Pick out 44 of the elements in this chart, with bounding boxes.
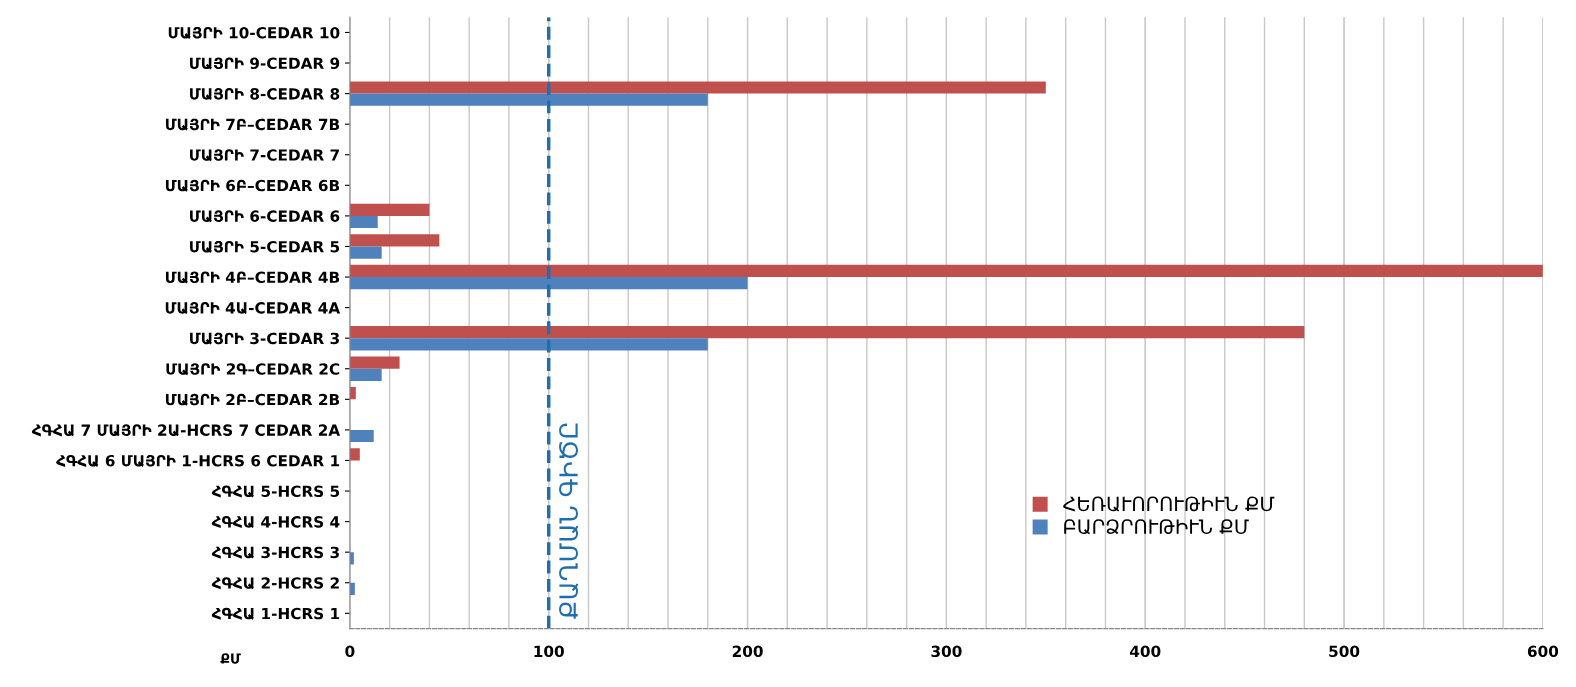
- y-tick-label: ՄԱՅՐԻ 8-CEDAR 8: [190, 88, 340, 100]
- y-tick-label: ՀԳՀԱ 1-HCRS 1: [211, 607, 340, 620]
- y-tick-label: ՀԳՀԱ 4-HCRS 4: [211, 516, 340, 529]
- bar: [349, 356, 400, 369]
- y-tick-label: ՄԱՅՐԻ 6Բ–CEDAR 6B: [165, 179, 340, 192]
- bar: [349, 429, 374, 443]
- ref-line-label: ՔԱՂՄԱՆ ԳԻԾԸ: [559, 423, 579, 619]
- y-tick-label: ՀԳՀԱ 2-HCRS 2: [211, 577, 339, 590]
- y-tick-label: ՄԱՅՐԻ 2Բ–CEDAR 2B: [165, 393, 340, 406]
- x-tick-label: 400: [1129, 645, 1161, 658]
- y-tick-label: ՀԳՀԱ 6 ՄԱՅՐԻ 1-HCRS 6 CEDAR 1: [56, 454, 340, 467]
- bar: [349, 246, 382, 259]
- bar: [349, 234, 440, 247]
- y-tick-label: ՄԱՅՐԻ 10-CEDAR 10: [168, 26, 340, 39]
- x-tick-label: 100: [534, 645, 564, 658]
- y-tick-label: ՀԳՀԱ 3-HCRS 3: [211, 546, 339, 559]
- bar: [349, 338, 708, 351]
- y-tick-label: ՄԱՅՐԻ 7Բ–CEDAR 7B: [165, 118, 340, 131]
- y-tick-label: ՄԱՅՐԻ 5-CEDAR 5: [190, 240, 340, 253]
- y-tick-label: ՄԱՅՐԻ 4Ա-CEDAR 4A: [165, 302, 341, 314]
- bar: [349, 81, 1046, 94]
- y-tick-label: ՀԳՀԱ 7 ՄԱՅՐԻ 2Ա-HCRS 7 CEDAR 2A: [31, 424, 341, 437]
- legend-label: ԲԱՐՁՐՈՒԹԻՒՆ ՔՄ: [1064, 519, 1249, 535]
- x-tick-label: 200: [732, 645, 763, 658]
- bar: [349, 215, 378, 229]
- y-tick-label: ՄԱՅՐԻ 6-CEDAR 6: [190, 210, 340, 223]
- bar: [349, 203, 430, 216]
- x-tick-label: 600: [1527, 645, 1559, 658]
- y-tick-label: ՄԱՅՐԻ 3-CEDAR 3: [190, 332, 339, 345]
- x-axis-title: ՔՄ: [220, 653, 241, 664]
- x-tick-label: 500: [1329, 645, 1360, 658]
- y-tick-label: ՄԱՅՐԻ 7-CEDAR 7: [190, 149, 339, 162]
- bar: [349, 264, 1543, 278]
- legend-label: ՀԵՌԱՒՈՐՈՒԹԻՒՆ ՔՄ: [1063, 496, 1275, 512]
- y-tick-label: ՄԱՅՐԻ 4Բ–CEDAR 4B: [165, 271, 340, 284]
- bar: [349, 93, 708, 106]
- x-tick-label: 0: [345, 645, 355, 658]
- bar: [349, 277, 748, 290]
- y-tick-label: ՀԳՀԱ 5-HCRS 5: [211, 485, 340, 498]
- x-tick-label: 300: [931, 645, 962, 658]
- y-tick-label: ՄԱՅՐԻ 2Գ–CEDAR 2C: [166, 363, 340, 376]
- bar: [349, 368, 382, 381]
- y-tick-label: ՄԱՅՐԻ 9-CEDAR 9: [190, 57, 340, 70]
- bar: [349, 325, 1305, 339]
